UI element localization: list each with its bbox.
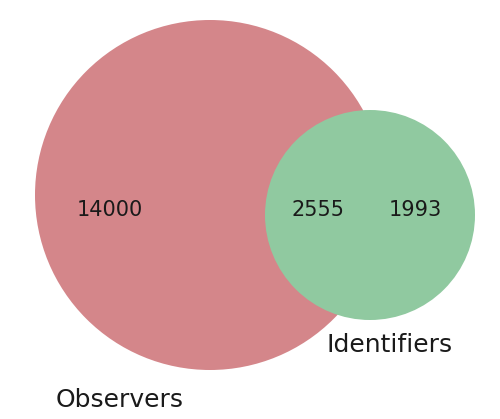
Text: 14000: 14000: [77, 200, 143, 220]
Text: 1993: 1993: [388, 200, 442, 220]
Text: 2555: 2555: [292, 200, 344, 220]
Text: Identifiers: Identifiers: [327, 333, 453, 357]
Circle shape: [265, 110, 475, 320]
Text: Observers: Observers: [56, 388, 184, 412]
Circle shape: [35, 20, 385, 370]
